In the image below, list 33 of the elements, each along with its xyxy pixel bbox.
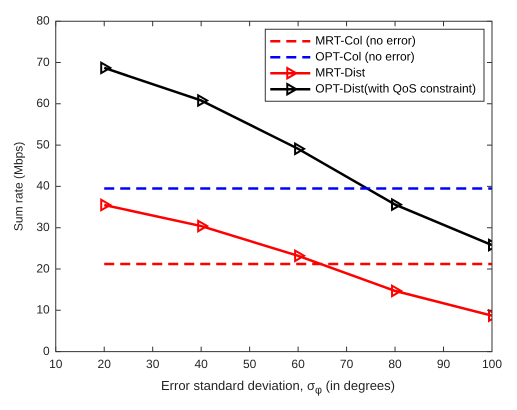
y-tick-label: 50 [36,137,50,152]
y-tick-label: 0 [43,344,50,358]
y-axis-title: Sum rate (Mbps) [12,142,26,232]
x-tick-label: 50 [242,357,257,372]
legend-label: OPT-Dist(with QoS constraint) [315,82,476,96]
legend-label: MRT-Col (no error) [315,34,416,48]
x-tick-label: 20 [98,357,112,372]
x-tick-label: 100 [482,357,502,372]
point [391,198,402,211]
x-axis-title: Error standard deviation, σ$_{φ}$ (in degrees) [160,378,396,397]
y-tick-label: 30 [36,220,50,234]
point [294,142,306,156]
x-tick-label: 40 [194,357,208,372]
x-tick-label: 10 [49,357,63,372]
y-tick-label: 80 [36,14,50,28]
point [197,94,208,107]
y-tick-label: 20 [36,261,50,276]
point [391,284,402,298]
x-tick-label: 70 [340,357,354,372]
x-tick-label: 80 [388,357,402,372]
x-tick-label: 60 [291,357,306,372]
y-tick-label: 70 [36,54,50,69]
x-tick-label: 30 [146,357,160,372]
legend-label: MRT-Dist [315,66,366,80]
y-tick-label: 10 [36,302,50,317]
point [294,250,306,262]
point [197,220,208,232]
y-tick-label: 40 [36,178,50,193]
x-tick-label: 90 [436,357,451,372]
y-tick-label: 60 [36,96,50,110]
legend-label: OPT-Col (no error) [315,50,415,64]
point [100,198,112,212]
point [100,62,112,74]
